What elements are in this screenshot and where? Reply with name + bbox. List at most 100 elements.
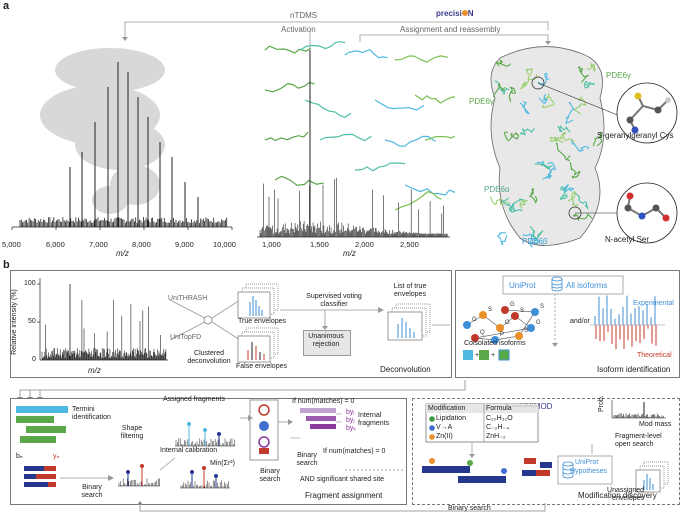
ribbon-segment [555, 142, 571, 162]
network-node-label: Q [480, 330, 485, 336]
prob-label: Prob. [598, 395, 605, 412]
ribbon-segment [519, 199, 528, 209]
connectors [17, 380, 466, 400]
ribbon-segment [495, 59, 511, 67]
network-node [531, 308, 539, 316]
database-icon [551, 276, 563, 292]
ribbon-segment [538, 94, 548, 104]
fragment-chain [264, 131, 309, 142]
brand-suffix: N [467, 9, 474, 18]
label-pde6g-top: PDE6γ [606, 71, 631, 80]
true-env-label: True envelopes [238, 318, 286, 325]
mod-row-3: Zn(II) [436, 433, 453, 440]
fragment-chain [384, 135, 436, 147]
precision-brand: precisi N [436, 9, 474, 18]
fragment-chain [414, 94, 455, 104]
uniprot-label: UniProt [509, 281, 536, 290]
col-mod: Modification [428, 405, 466, 412]
network-node-label: S [524, 328, 528, 334]
true-envelope-cards [237, 283, 279, 319]
binary-spec-match-dot [140, 464, 144, 468]
ribbon-segment [583, 81, 596, 89]
ribbon-segment [550, 136, 564, 144]
panel-a-header-brackets [122, 21, 551, 50]
andor-label: and/or [570, 318, 590, 325]
ribbon-segment [493, 83, 506, 98]
label-nac: N-acetyl Ser [605, 235, 650, 244]
tick-8000: 8,000 [132, 240, 151, 249]
yn-label: yₙ [53, 453, 60, 460]
list-label: List of true envelopes [393, 283, 427, 298]
ribbon-segment [522, 233, 539, 248]
fragment-chain [424, 135, 455, 141]
network-node [471, 334, 479, 342]
calib-spec-match-dot [214, 474, 218, 478]
unanimous-box [303, 330, 351, 356]
formula-row-2: C₋₂H₋₄ [486, 424, 510, 431]
clustered-label: Clustered deconvolution [187, 350, 231, 365]
ribbon-segment [519, 101, 530, 115]
network-edge [518, 311, 536, 337]
fragment-chain [304, 99, 352, 118]
plus-1: + [475, 352, 480, 359]
ribbon-segment [573, 96, 587, 115]
binary-spec-match-dot [126, 470, 130, 474]
unithrash-label: UniTHRASH [168, 295, 208, 302]
panel-a-letter: a [3, 0, 10, 12]
all-isoforms-label: All isoforms [566, 281, 608, 290]
network-node-label: G [505, 320, 510, 326]
ribbon-segment [534, 163, 553, 170]
bottom-binary-label: Binary search [448, 505, 491, 512]
binary1-label: Binary search [81, 484, 103, 499]
ribbon-segment [571, 140, 589, 152]
ribbon-segment [519, 127, 535, 136]
network-node [496, 324, 504, 332]
false-env-label: False envelopes [236, 363, 287, 370]
nac-molecule [624, 192, 670, 222]
brand-prefix: precisi [436, 9, 462, 18]
ribbon-segment [593, 131, 603, 147]
ribbon-segment [528, 188, 538, 204]
modification-graphic [422, 400, 669, 493]
hypotheses-label: Hypotheses [570, 468, 607, 475]
label-sgg: S-geranylgeranyl Cys [597, 131, 674, 140]
binary2-label: Binary search [259, 468, 281, 483]
network-edge [494, 335, 520, 341]
unanimous-label: Unanimous rejection [308, 333, 344, 348]
coisolated-label: Coisolated isoforms [464, 340, 526, 347]
tick-2500: 2,500 [400, 240, 419, 249]
col-formula: Formula [486, 405, 512, 412]
mod-row-2: V→A [436, 424, 453, 431]
network-node [491, 336, 499, 344]
modification-panel [412, 398, 680, 505]
fragment-chain [319, 133, 372, 142]
ribbon-segment [537, 72, 550, 86]
network-node-label: G [472, 317, 477, 323]
ribbon-segment [562, 184, 575, 193]
false-envelope-cards [237, 327, 279, 363]
ribbon-segment [569, 162, 581, 179]
by1-label: byᵢ [346, 409, 355, 416]
ribbon-segment [573, 193, 589, 210]
bottom-loop [137, 501, 546, 512]
tick-7000: 7,000 [89, 240, 108, 249]
unassigned-label: Unassigned envelopes [607, 487, 644, 502]
tick-1000: 1,000 [262, 240, 281, 249]
termini-label: Termini identification [72, 406, 111, 421]
spectrum1-xlabel: m/z [116, 249, 129, 258]
network-node-label: P [500, 332, 504, 338]
network-node [527, 324, 535, 332]
fragment-chain [354, 162, 406, 172]
protein-silhouette [40, 48, 165, 214]
assigned-spec-match-dot [203, 428, 207, 432]
bn-label: bₙ [16, 453, 23, 460]
fragment-chain [344, 49, 388, 59]
brand-o-icon [461, 10, 468, 16]
tick-10000: 10,000 [213, 240, 236, 249]
sgg-molecule [626, 92, 671, 134]
panel-b-letter: b [3, 259, 10, 271]
assigned-spec-match-dot [217, 432, 221, 436]
network-node-label: G [536, 320, 541, 326]
network-node [501, 306, 509, 314]
